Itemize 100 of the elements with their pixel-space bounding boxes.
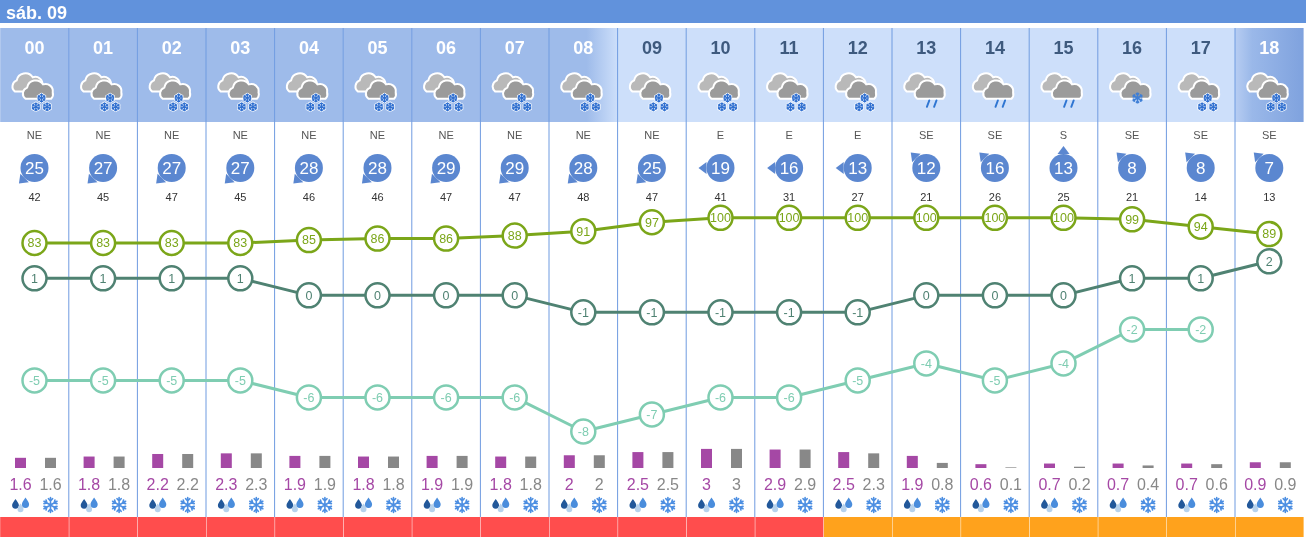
data-label: 83 xyxy=(96,236,111,251)
data-label: -6 xyxy=(509,390,521,405)
bar xyxy=(769,449,781,468)
text: SE xyxy=(1193,129,1209,141)
data-label: 2.5 xyxy=(626,476,650,493)
x-tick-label: 09 xyxy=(641,38,662,58)
bar xyxy=(220,453,232,468)
data-label: 1 xyxy=(1128,271,1136,286)
data-label: -5 xyxy=(852,373,864,388)
point xyxy=(89,265,117,292)
text: 31 xyxy=(782,191,796,203)
data-label: -2 xyxy=(1195,322,1207,337)
text: NE xyxy=(164,129,180,141)
text: 28 xyxy=(573,158,593,178)
text: 28 xyxy=(299,158,319,178)
bar xyxy=(319,455,331,468)
data-label: -2 xyxy=(1126,322,1138,337)
data-label: -1 xyxy=(577,305,589,320)
text: 29 xyxy=(436,158,456,178)
bar xyxy=(15,457,26,468)
bar xyxy=(701,448,712,468)
bar xyxy=(525,456,537,468)
data-label: 83 xyxy=(164,236,179,251)
bar xyxy=(1181,463,1193,468)
x-tick-label: 11 xyxy=(779,38,799,58)
text: E xyxy=(854,129,862,141)
text: 27 xyxy=(93,158,113,178)
data-label: -5 xyxy=(989,373,1001,388)
data-label: 3 xyxy=(732,476,742,493)
data-label: -1 xyxy=(714,305,727,320)
point xyxy=(432,282,460,309)
data-label: 2 xyxy=(594,476,604,493)
data-label: -6 xyxy=(714,390,727,405)
x-tick-label: 13 xyxy=(916,38,937,58)
data-label: 100 xyxy=(984,211,1006,226)
text: SE xyxy=(918,129,934,141)
text: 21 xyxy=(1125,191,1139,203)
data-label: 0 xyxy=(305,288,313,303)
text: 29 xyxy=(505,158,525,178)
x-tick-label: 12 xyxy=(847,38,868,58)
data-label: 0.7 xyxy=(1038,476,1061,493)
point xyxy=(1187,265,1214,292)
data-label: 0.7 xyxy=(1175,476,1198,493)
data-label: 2.3 xyxy=(862,476,885,493)
x-tick-label: 01 xyxy=(93,38,114,58)
data-label: 2 xyxy=(1265,254,1273,269)
x-tick-label: 17 xyxy=(1190,38,1211,58)
data-label: 0 xyxy=(511,288,519,303)
point xyxy=(364,282,391,309)
point xyxy=(1050,282,1077,309)
text: 47 xyxy=(645,191,659,203)
data-label: -5 xyxy=(234,373,246,388)
text: 7 xyxy=(1264,158,1275,178)
data-label: 1.8 xyxy=(382,476,405,493)
bar xyxy=(868,453,880,468)
data-label: 1.8 xyxy=(77,476,101,493)
data-label: 1.9 xyxy=(313,476,337,493)
text: SE xyxy=(987,129,1003,141)
text: 47 xyxy=(165,191,178,203)
x-tick-label: 14 xyxy=(984,38,1005,58)
text: NE xyxy=(644,129,660,141)
data-label: 100 xyxy=(847,211,869,226)
data-label: 0 xyxy=(1060,288,1068,303)
text: SE xyxy=(1261,129,1277,141)
data-label: 94 xyxy=(1193,220,1208,235)
text: 46 xyxy=(371,191,384,203)
data-label: -8 xyxy=(577,424,589,439)
bar xyxy=(388,456,399,468)
x-tick-label: 18 xyxy=(1259,38,1280,58)
x-tick-label: 16 xyxy=(1122,38,1143,58)
text: 41 xyxy=(714,191,727,203)
text: 14 xyxy=(1194,191,1207,203)
point xyxy=(1118,265,1146,292)
point xyxy=(501,282,528,309)
bar xyxy=(250,453,262,468)
text: 42 xyxy=(28,191,41,203)
bar xyxy=(563,455,575,468)
data-label: 3 xyxy=(702,476,712,493)
data-label: 2.5 xyxy=(832,476,855,493)
x-tick-label: 05 xyxy=(367,38,388,58)
data-label: 0.6 xyxy=(969,476,993,493)
bar xyxy=(495,456,507,468)
text: 45 xyxy=(96,191,110,203)
data-label: 97 xyxy=(644,215,659,230)
data-label: 0.1 xyxy=(999,476,1023,493)
text: 46 xyxy=(302,191,316,203)
bar xyxy=(152,453,164,468)
text: 12 xyxy=(916,158,936,178)
text: 13 xyxy=(848,158,868,178)
data-label: -1 xyxy=(852,305,864,320)
x-tick-label: 00 xyxy=(24,38,45,58)
bar xyxy=(1044,463,1055,468)
data-label: 1.6 xyxy=(39,476,62,493)
data-label: 86 xyxy=(370,231,385,246)
text: 47 xyxy=(508,191,521,203)
text: NE xyxy=(232,129,248,141)
point xyxy=(913,282,940,309)
bar xyxy=(838,452,850,468)
point xyxy=(1256,248,1283,275)
bar xyxy=(936,462,948,468)
